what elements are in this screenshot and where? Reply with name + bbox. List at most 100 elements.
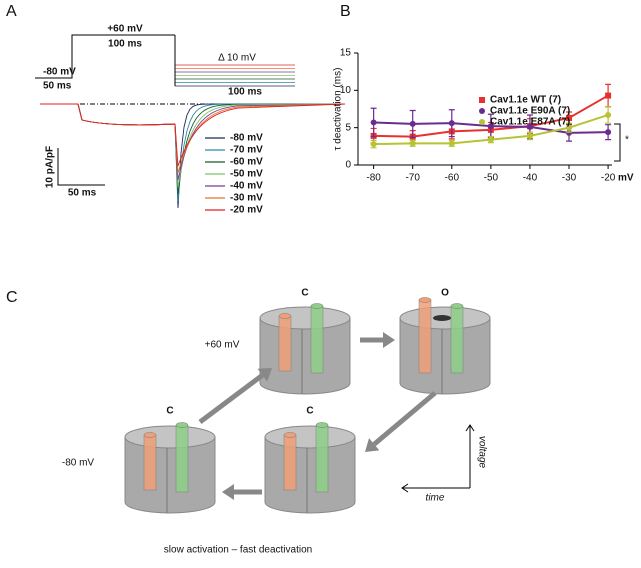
subunit: [450, 305, 464, 374]
legend-label: Cav1.1e E87A (7): [490, 117, 570, 128]
point: [448, 140, 455, 147]
protocol-text: -80 mV: [43, 67, 76, 78]
caption: slow activation – fast deactivation: [164, 545, 312, 556]
x-tick-label: -60: [445, 173, 460, 184]
protocol-line: [35, 34, 175, 79]
legend-label: -80 mV: [230, 133, 263, 144]
subunit-top: [450, 303, 464, 309]
cylinder-top: [264, 425, 356, 449]
legend-label: -30 mV: [230, 193, 263, 204]
traces: -80 mV-70 mV-60 mV-50 mV-40 mV-30 mV-20 …: [40, 35, 346, 216]
state-label: O: [441, 288, 449, 299]
subunit-top: [418, 297, 432, 303]
current-trace: [40, 103, 346, 195]
y-tick-label: 10: [340, 85, 352, 96]
x-tick-label: -30: [562, 173, 577, 184]
legend-label: Cav1.1e E90A (7): [490, 106, 570, 117]
subunit: [175, 424, 189, 493]
state-label: C: [306, 406, 313, 417]
bracket: [614, 123, 621, 162]
chart: 0 5 10 15 -80 -70 -60 -50 -40 -30 -20 τ deactivatio…: [333, 48, 634, 184]
subunit: [283, 434, 297, 491]
protocol-text: +60 mV: [107, 24, 143, 35]
point: [566, 114, 573, 121]
protocol-text: 50 ms: [43, 81, 72, 92]
subunit: [418, 299, 432, 374]
panel-label: A: [6, 3, 17, 20]
point: [566, 129, 573, 136]
y-tick-label: 15: [340, 48, 352, 59]
arrow-head: [222, 484, 234, 500]
subunit: [310, 305, 324, 374]
subunit-top: [175, 422, 189, 428]
voltage-label: -80 mV: [62, 458, 95, 469]
point: [448, 120, 455, 127]
point: [409, 140, 416, 147]
x-tick-label: -40: [523, 173, 538, 184]
subunit-top: [310, 303, 324, 309]
point: [605, 129, 612, 136]
subunit-top: [315, 422, 329, 428]
pore: [433, 315, 451, 321]
cylinder-top: [124, 425, 216, 449]
point: [487, 123, 494, 130]
legend-marker: [479, 119, 485, 125]
axis-label: time: [426, 493, 445, 504]
protocol-text: Δ 10 mV: [218, 53, 256, 64]
scale-text: 50 ms: [68, 188, 97, 199]
protocol-text: 100 ms: [108, 39, 142, 50]
protocol: +60 mV 100 ms -80 mV 50 ms Δ 10 mV 100 m…: [35, 24, 345, 199]
legend-label: -40 mV: [230, 181, 263, 192]
axis-label: voltage: [476, 436, 487, 469]
y-tick-label: 5: [345, 122, 351, 133]
arrow-head: [365, 438, 380, 452]
state-label: C: [301, 288, 308, 299]
current-trace: [40, 103, 346, 167]
scale-text: 10 pA/pF: [45, 146, 56, 188]
diagram: C O C C +60 mV -80 mV time voltage slow activati…: [62, 288, 491, 556]
point: [409, 120, 416, 127]
point: [566, 124, 573, 131]
panel-label: B: [340, 3, 351, 20]
protocol-text: 100 ms: [228, 87, 262, 98]
voltage-label: +60 mV: [205, 340, 240, 351]
arrow-head: [383, 332, 395, 348]
x-axis-label: mV: [618, 173, 634, 184]
x-tick-label: -20: [601, 173, 616, 184]
point: [605, 111, 612, 118]
current-trace: [40, 103, 346, 174]
point: [370, 141, 377, 148]
arrow: [198, 373, 264, 425]
state-label: C: [166, 406, 173, 417]
legend-marker: [479, 108, 485, 114]
subunit-top: [278, 313, 292, 319]
y-tick-label: 0: [345, 160, 351, 171]
cylinder-top: [259, 306, 351, 330]
arrow: [372, 391, 437, 447]
legend-label: -50 mV: [230, 169, 263, 180]
point: [487, 136, 494, 143]
legend-label: -60 mV: [230, 157, 263, 168]
point: [605, 92, 612, 99]
current-trace: [40, 103, 346, 202]
point: [526, 132, 533, 139]
x-tick-label: -70: [405, 173, 420, 184]
legend-label: Cav1.1e WT (7): [490, 95, 561, 106]
y-axis-label: τ deactivation (ms): [333, 68, 344, 151]
x-tick-label: -50: [484, 173, 499, 184]
legend-label: -70 mV: [230, 145, 263, 156]
axis-arrows: [401, 424, 475, 493]
legend-marker: [479, 97, 485, 103]
legend-label: -20 mV: [230, 205, 263, 216]
arrow-head: [257, 368, 272, 382]
point: [526, 123, 533, 130]
annotation: *: [625, 135, 629, 146]
x-tick-label: -80: [366, 173, 381, 184]
subunit-top: [283, 432, 297, 438]
subunit: [315, 424, 329, 493]
scale-bar: [57, 148, 105, 186]
point: [370, 119, 377, 126]
panel-label: C: [6, 289, 18, 306]
subunit: [278, 315, 292, 372]
